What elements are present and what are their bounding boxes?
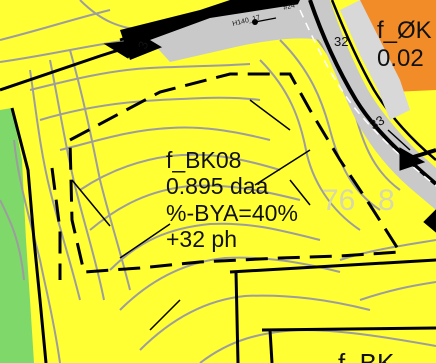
zone-f-ok-line-1: f_ØK: [377, 17, 432, 44]
zone-bottom-right-name: f_BK: [338, 348, 395, 363]
road-grey-top: [150, 4, 302, 52]
contour-label-8: 8: [378, 184, 395, 217]
zone-f-ok-line-2: 0.02: [377, 45, 424, 72]
public-zone-area: [360, 0, 436, 92]
road-shoulder: [340, 0, 410, 120]
small-label-24: #24: [283, 2, 296, 12]
road-centerline: [299, 9, 436, 187]
road-number-32: 32: [334, 34, 348, 49]
road-number-33: 33: [367, 112, 387, 132]
zone-f-bk08-area: 0.895 daa: [166, 173, 269, 199]
arrow-icon: [103, 39, 436, 233]
contour-label-76: 76: [322, 184, 355, 217]
building-limit-dashed: [50, 72, 403, 280]
zone-f-bk08-bya: %-BYA=40%: [166, 200, 298, 226]
green-zone-area: [0, 108, 34, 363]
zone-f-bk08-name: f_BK08: [166, 147, 241, 173]
road-number-3: 3: [135, 39, 152, 51]
zone-f-bk08-ph: +32 ph: [166, 226, 237, 252]
lamp-icon: [252, 17, 277, 25]
measure-lines: [71, 99, 411, 331]
